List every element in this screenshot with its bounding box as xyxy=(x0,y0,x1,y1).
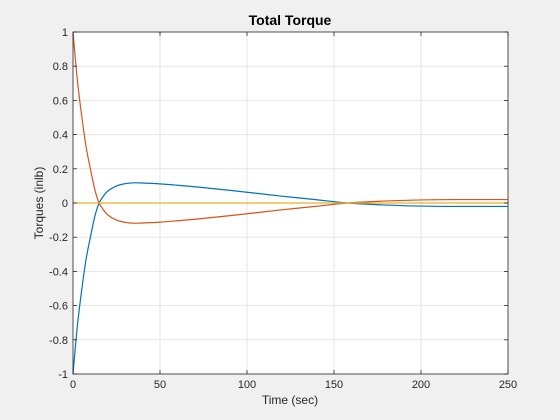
x-tick-label: 150 xyxy=(325,379,343,391)
grid xyxy=(72,31,509,375)
y-tick-label: 1 xyxy=(62,27,68,39)
ticks: 0 50 100 150 200 250 -1 -0.8 -0.6 -0.4 -0.2 0 0.2 0.4… xyxy=(49,27,517,391)
y-tick-label: 0 xyxy=(62,198,68,210)
y-tick-label: -1 xyxy=(58,369,68,381)
y-axis-label: Torques (inlb) xyxy=(32,167,46,240)
x-axis-label: Time (sec) xyxy=(262,393,318,407)
series-group xyxy=(72,31,509,375)
y-tick-label: -0.8 xyxy=(49,335,68,347)
y-tick-label: -0.4 xyxy=(49,266,68,278)
x-tick-label: 100 xyxy=(238,379,256,391)
x-tick-label: 50 xyxy=(154,379,166,391)
x-tick-label: 0 xyxy=(70,379,76,391)
y-tick-label: 0.8 xyxy=(53,61,68,73)
y-tick-label: 0.2 xyxy=(53,164,68,176)
chart-title: Total Torque xyxy=(249,12,332,28)
y-tick-label: 0.4 xyxy=(53,130,68,142)
x-tick-label: 200 xyxy=(412,379,430,391)
y-tick-label: 0.6 xyxy=(53,95,68,107)
x-tick-label: 250 xyxy=(499,379,517,391)
y-tick-label: -0.2 xyxy=(49,232,68,244)
y-tick-label: -0.6 xyxy=(49,301,68,313)
